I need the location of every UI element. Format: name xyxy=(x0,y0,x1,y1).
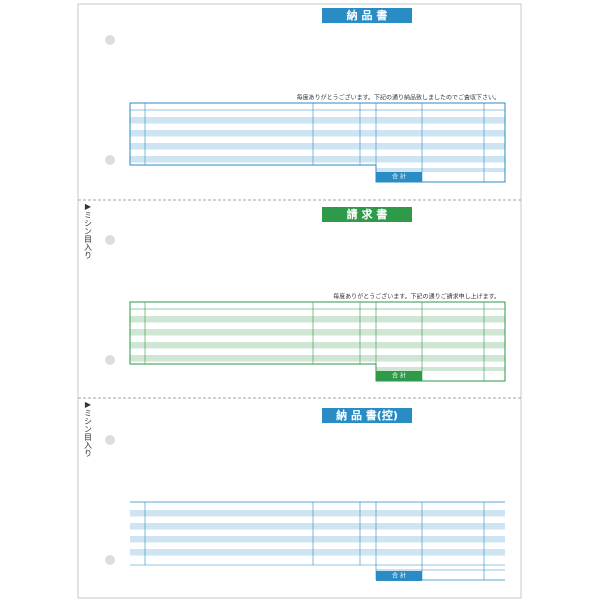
punch-hole xyxy=(105,355,115,365)
stripe xyxy=(130,117,505,124)
punch-hole xyxy=(105,555,115,565)
message: 毎度ありがとうございます。下記の通りご請求申し上げます。 xyxy=(333,293,500,301)
title-badge xyxy=(322,408,412,423)
title: 納 品 書(控) xyxy=(336,408,398,422)
perforation-label: ▶ミシン目入り xyxy=(84,400,93,457)
stripe xyxy=(130,156,505,163)
sheet xyxy=(77,3,522,599)
total-label: 合 計 xyxy=(392,173,406,181)
table-header xyxy=(130,103,505,110)
punch-hole xyxy=(105,35,115,45)
stripe xyxy=(130,523,505,530)
stripe xyxy=(376,168,505,172)
perforation-label: ▶ミシン目入り xyxy=(84,202,93,259)
punch-hole xyxy=(105,235,115,245)
punch-hole xyxy=(105,435,115,445)
stripe xyxy=(376,367,505,371)
stripe xyxy=(130,130,505,137)
stripe xyxy=(130,329,505,336)
table-header xyxy=(130,302,505,309)
stripe xyxy=(130,316,505,323)
total-label: 合 計 xyxy=(392,572,406,580)
punch-hole xyxy=(105,155,115,165)
stripe xyxy=(130,536,505,543)
stripe xyxy=(130,510,505,517)
total-badge xyxy=(376,371,422,381)
title: 納 品 書 xyxy=(347,8,388,22)
total-label: 合 計 xyxy=(392,372,406,380)
title-badge xyxy=(322,8,412,23)
message: 毎度ありがとうございます。下記の通り納品致しましたのでご査収下さい。 xyxy=(297,94,500,102)
stripe xyxy=(130,355,505,362)
title-badge xyxy=(322,207,412,222)
total-badge xyxy=(376,571,422,581)
title: 請 求 書 xyxy=(347,207,388,221)
stripe xyxy=(130,342,505,349)
stripe xyxy=(130,143,505,150)
total-badge xyxy=(376,172,422,182)
stripe xyxy=(130,549,505,556)
